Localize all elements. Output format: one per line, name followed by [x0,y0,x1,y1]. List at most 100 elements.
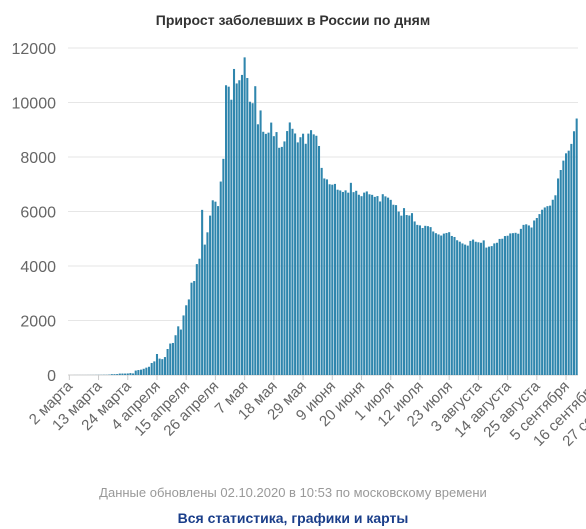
bar [278,147,281,375]
bar [291,128,294,375]
bar [397,211,400,375]
bar [336,189,339,375]
all-stats-link[interactable]: Вся статистика, графики и карты [177,510,409,526]
bar [450,235,453,375]
bar [222,158,225,375]
bar [240,74,244,376]
bar [307,133,310,375]
bar [363,192,366,375]
bar [174,335,177,375]
bar [482,240,485,375]
y-axis-labels: 0 2000 4000 6000 8000 10000 12000 [12,41,57,385]
bar [543,207,546,375]
bar [347,192,350,375]
bar [344,190,347,375]
y-tick-label: 4000 [20,259,56,276]
bar [442,233,445,375]
bar [464,244,467,375]
bar [535,217,538,375]
bar [206,232,209,375]
bar [511,233,514,375]
grid-lines [68,47,578,376]
bar [498,238,501,375]
bar [275,132,278,375]
bar [567,150,570,375]
bar [124,373,127,375]
bar [559,170,562,375]
bar [371,194,374,375]
bar [267,132,270,375]
y-tick-label: 10000 [12,96,57,113]
bar [453,236,456,375]
bar [395,205,398,375]
bar [456,240,459,375]
bars [73,57,578,376]
bar [294,133,297,375]
bar [517,233,520,375]
bar [262,131,265,375]
bar [418,225,421,375]
bar [296,142,299,375]
bar [259,110,262,376]
bar [379,201,382,375]
bar [142,368,145,375]
bar [179,329,182,375]
bar [509,233,512,375]
bar [299,137,302,375]
bar [137,370,140,375]
bar [426,226,429,375]
bar [357,194,360,375]
bar [209,215,212,375]
bar [312,134,315,375]
bar [549,205,552,375]
bar [140,369,143,375]
bar [387,197,390,375]
bar [360,196,363,375]
bar [310,130,313,375]
bar [219,181,222,375]
bar [546,206,549,375]
y-tick-label: 0 [47,368,56,385]
bar [325,179,329,375]
bar [121,373,124,375]
bar [392,204,395,375]
bar [384,196,387,375]
bar [506,235,509,375]
bar [150,363,153,375]
bar [225,85,228,375]
bar [458,241,461,375]
bar [302,133,305,375]
bar [429,227,432,375]
bar [408,215,411,375]
bar [480,242,483,375]
bar [195,264,198,375]
bar [474,241,477,375]
bar [193,281,196,375]
bar [389,199,392,375]
bar [541,209,544,375]
bar [368,194,371,375]
bar [270,122,273,375]
bar [557,178,560,375]
bar [413,221,416,375]
bar [514,232,517,375]
bar [503,236,506,375]
bar [349,182,352,375]
bar [182,315,185,375]
bar [519,228,522,375]
bar [161,359,164,375]
bar [304,143,307,375]
bar [317,145,321,375]
bar [129,373,132,375]
y-tick-label: 2000 [20,314,56,331]
bar [256,124,259,375]
y-tick-label: 8000 [20,150,56,167]
bar [373,196,376,375]
bar [551,199,554,375]
bar [575,118,578,376]
bar [487,246,491,375]
bar [203,244,206,375]
bar [562,160,565,375]
